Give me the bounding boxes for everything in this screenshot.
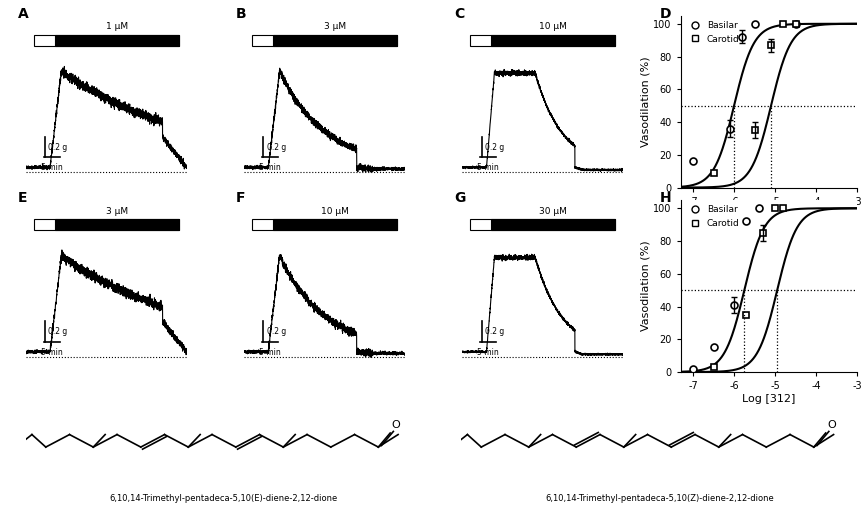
Text: 6,10,14-Trimethyl-pentadeca-5,10(E)-diene-2,12-dione: 6,10,14-Trimethyl-pentadeca-5,10(E)-dien…	[110, 494, 338, 503]
Bar	[34, 35, 178, 46]
Text: F: F	[236, 191, 246, 205]
X-axis label: Log [312]: Log [312]	[742, 394, 796, 404]
Text: 6,10,14-Trimethyl-pentadeca-5,10(Z)-diene-2,12-dione: 6,10,14-Trimethyl-pentadeca-5,10(Z)-dien…	[545, 494, 774, 503]
Text: 50 mM K⁺: 50 mM K⁺	[254, 36, 292, 45]
X-axis label: Log [311]: Log [311]	[742, 210, 796, 219]
Text: 3 μM: 3 μM	[324, 22, 346, 31]
Text: 5 min: 5 min	[477, 348, 499, 357]
Text: O: O	[391, 420, 400, 430]
Legend: Basilar, Carotid: Basilar, Carotid	[682, 17, 743, 47]
Text: 0.2 g: 0.2 g	[485, 327, 504, 336]
Text: 3 μM: 3 μM	[106, 207, 128, 216]
Bar	[273, 35, 397, 46]
Bar	[470, 35, 615, 46]
Text: 5 min: 5 min	[259, 163, 281, 172]
Text: C: C	[455, 7, 465, 21]
Legend: Basilar, Carotid: Basilar, Carotid	[682, 202, 743, 231]
Bar	[252, 35, 397, 46]
Text: E: E	[18, 191, 28, 205]
Text: 10 μM: 10 μM	[321, 207, 349, 216]
Bar	[55, 219, 178, 230]
Text: 30 μM: 30 μM	[540, 207, 567, 216]
Text: 0.2 g: 0.2 g	[48, 142, 68, 152]
Text: A: A	[18, 7, 29, 21]
Bar	[273, 219, 397, 230]
Text: 1 μM: 1 μM	[106, 22, 128, 31]
Text: 5 min: 5 min	[259, 348, 281, 357]
Text: 0.2 g: 0.2 g	[267, 327, 286, 336]
Bar	[55, 35, 178, 46]
Text: H: H	[660, 191, 671, 205]
Text: 5 min: 5 min	[41, 348, 62, 357]
Text: G: G	[455, 191, 466, 205]
Text: 50 mM K⁺: 50 mM K⁺	[36, 36, 74, 45]
Text: D: D	[660, 7, 671, 21]
Text: B: B	[236, 7, 247, 21]
Text: 0.2 g: 0.2 g	[48, 327, 68, 336]
Bar	[470, 219, 615, 230]
Y-axis label: Vasodilation (%): Vasodilation (%)	[641, 241, 650, 331]
Text: 50 mM K⁺: 50 mM K⁺	[36, 220, 74, 229]
Bar	[491, 35, 615, 46]
Text: 10 μM: 10 μM	[540, 22, 567, 31]
Text: 5 min: 5 min	[477, 163, 499, 172]
Bar	[252, 219, 397, 230]
Bar	[34, 219, 178, 230]
Text: 50 mM K⁺: 50 mM K⁺	[472, 36, 510, 45]
Text: 50 mM K⁺: 50 mM K⁺	[254, 220, 292, 229]
Text: 0.2 g: 0.2 g	[485, 142, 504, 152]
Text: 5 min: 5 min	[41, 163, 62, 172]
Bar	[491, 219, 615, 230]
Text: 50 mM K⁺: 50 mM K⁺	[472, 220, 510, 229]
Text: O: O	[827, 420, 836, 430]
Y-axis label: Vasodilation (%): Vasodilation (%)	[641, 56, 650, 147]
Text: 0.2 g: 0.2 g	[267, 142, 286, 152]
